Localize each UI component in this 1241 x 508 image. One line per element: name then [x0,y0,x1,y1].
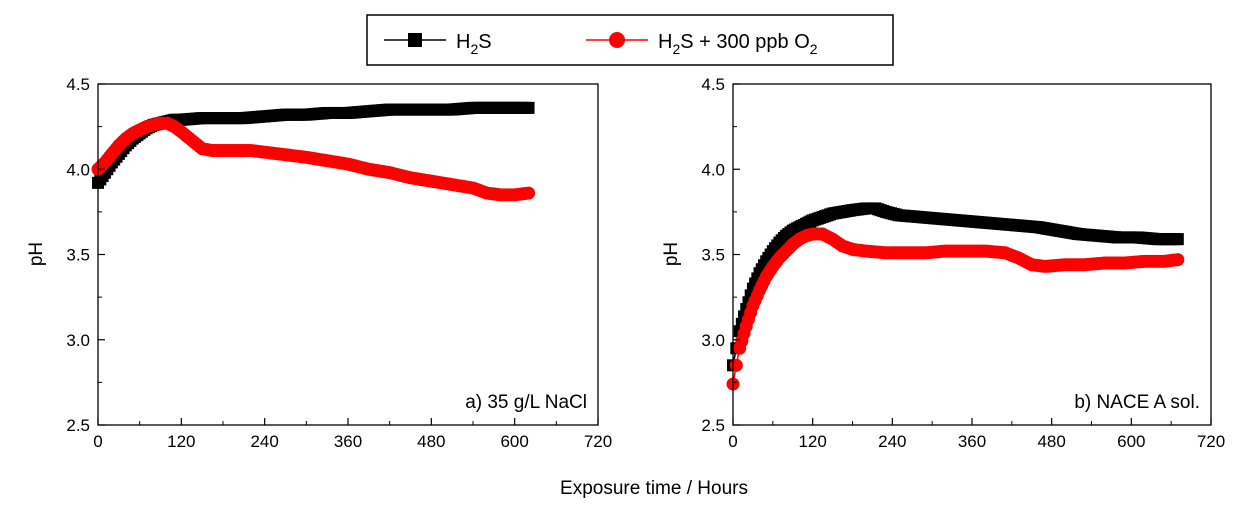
panel-a-series-h2s-point [522,101,535,114]
panel-b-xtick-label: 360 [958,432,986,451]
panel-b-ticks: 0 120 240 360 480 600 720 2.5 3.0 3.5 4.0 4.5 [701,75,1225,451]
panel-a-xtick-label: 0 [93,432,102,451]
legend-marker-h2s-o2 [609,32,625,48]
panel-a-ytick-label: 4.0 [66,160,90,179]
panel-a-xtick-label: 480 [417,432,445,451]
panel-b-ytick-label: 3.5 [701,246,725,265]
panel-a-xtick-label: 120 [167,432,195,451]
panel-b-series-h2s-o2 [726,227,1185,391]
panel-a-xtick-label: 600 [500,432,528,451]
panel-b-series-h2s-o2-point [729,358,743,372]
panel-b-series [726,202,1185,391]
panel-a-series-h2s-o2-point [522,186,536,200]
panel-b-series-h2s-o2-point [1171,253,1185,267]
panel-b: 0 120 240 360 480 600 720 2.5 3.0 3.5 4.0 4.5 pH b)… [661,75,1225,451]
panel-a: 0 120 240 360 480 600 720 2.5 3.0 3.5 4.0 4.5 pH a)… [26,75,612,451]
panel-b-ytick-label: 3.0 [701,331,725,350]
legend-marker-h2s [408,33,422,47]
panel-b-xtick-label: 0 [728,432,737,451]
panel-b-xtick-label: 720 [1197,432,1225,451]
panel-b-series-h2s-point [1171,233,1184,246]
legend-label-h2s-o2: H2S + 300 ppb O2 [658,31,818,57]
panel-b-xtick-label: 240 [878,432,906,451]
panel-b-xtick-label: 480 [1037,432,1065,451]
panel-b-ytick-label: 4.5 [701,75,725,94]
panel-a-xtick-label: 720 [584,432,612,451]
panel-a-ylabel: pH [26,242,47,266]
panel-a-ytick-label: 2.5 [66,416,90,435]
panel-a-xtick-label: 240 [250,432,278,451]
panel-a-series [91,101,536,202]
panel-b-ylabel: pH [661,242,682,266]
panel-a-annotation: a) 35 g/L NaCl [465,392,587,413]
panel-a-series-h2s [92,101,535,189]
panel-a-ytick-label: 4.5 [66,75,90,94]
panel-a-ytick-label: 3.5 [66,246,90,265]
panel-a-ytick-label: 3.0 [66,331,90,350]
panel-b-ytick-label: 4.0 [701,160,725,179]
panel-a-frame [97,83,599,426]
panel-b-annotation: b) NACE A sol. [1074,392,1200,413]
panel-a-series-h2s-o2 [91,116,536,202]
legend: H2S H2S + 300 ppb O2 [366,14,894,66]
panel-b-ytick-label: 2.5 [701,416,725,435]
panel-a-ticks: 0 120 240 360 480 600 720 2.5 3.0 3.5 4.0 4.5 [66,75,612,451]
panel-b-xtick-label: 600 [1117,432,1145,451]
panel-b-series-h2s [727,202,1184,372]
panel-b-xtick-label: 120 [798,432,826,451]
x-axis-title: Exposure time / Hours [560,478,748,499]
panel-a-xtick-label: 360 [334,432,362,451]
legend-label-h2s: H2S [456,31,492,57]
